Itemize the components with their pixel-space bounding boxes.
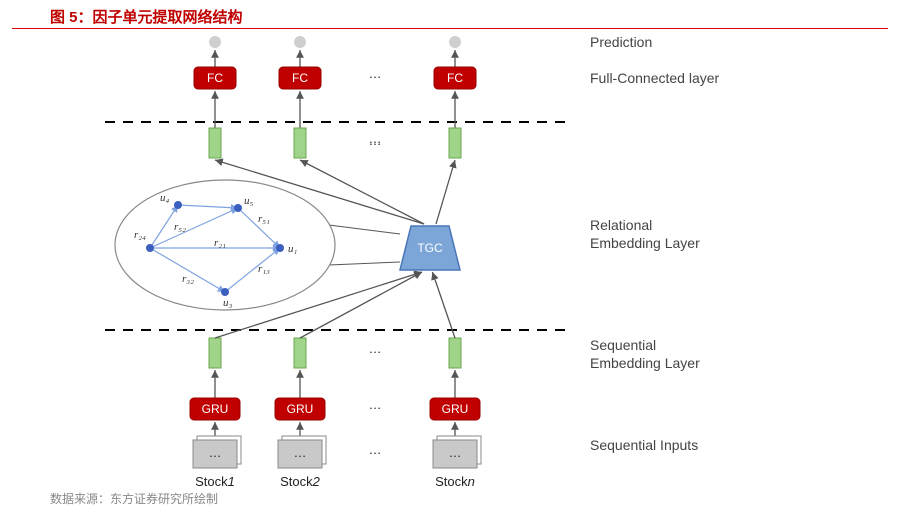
svg-text:FC: FC: [207, 71, 223, 85]
svg-text:Embedding Layer: Embedding Layer: [590, 355, 700, 371]
svg-text:…: …: [294, 445, 307, 460]
svg-text:FC: FC: [292, 71, 308, 85]
svg-text:Embedding Layer: Embedding Layer: [590, 235, 700, 251]
svg-text:…: …: [369, 133, 382, 148]
svg-text:u₅: u₅: [244, 195, 254, 207]
svg-text:u₁: u₁: [288, 243, 298, 255]
svg-text:Relational: Relational: [590, 217, 652, 233]
svg-text:Stock1: Stock1: [195, 474, 235, 489]
svg-text:…: …: [209, 445, 222, 460]
svg-text:TGC: TGC: [417, 241, 443, 255]
svg-text:u₄: u₄: [160, 192, 170, 204]
svg-text:r₅₂: r₅₂: [174, 221, 186, 233]
svg-text:r₁₃: r₁₃: [258, 263, 270, 275]
svg-text:…: …: [369, 341, 382, 356]
svg-text:GRU: GRU: [442, 402, 469, 416]
svg-text:u₃: u₃: [223, 297, 233, 309]
svg-text:…: …: [369, 397, 382, 412]
svg-text:Sequential: Sequential: [590, 337, 656, 353]
svg-text:FC: FC: [447, 71, 463, 85]
svg-text:Prediction: Prediction: [590, 34, 652, 50]
diagram-canvas: FC GRU … Stock1 FC GRU … Stock2 FC GRU … Stockn … … … ……: [0, 0, 900, 503]
svg-text:…: …: [369, 66, 382, 81]
svg-text:r₃₂: r₃₂: [182, 273, 194, 285]
svg-text:r₂₄: r₂₄: [134, 229, 146, 241]
svg-text:…: …: [449, 445, 462, 460]
svg-text:GRU: GRU: [202, 402, 229, 416]
svg-text:r₂₁: r₂₁: [214, 237, 226, 249]
svg-text:Full-Connected layer: Full-Connected layer: [590, 70, 720, 86]
svg-text:GRU: GRU: [287, 402, 314, 416]
svg-text:r₅₁: r₅₁: [258, 213, 270, 225]
svg-text:Stock2: Stock2: [280, 474, 321, 489]
svg-text:Sequential Inputs: Sequential Inputs: [590, 437, 698, 453]
svg-text:Stockn: Stockn: [435, 474, 475, 489]
svg-text:…: …: [369, 442, 382, 457]
